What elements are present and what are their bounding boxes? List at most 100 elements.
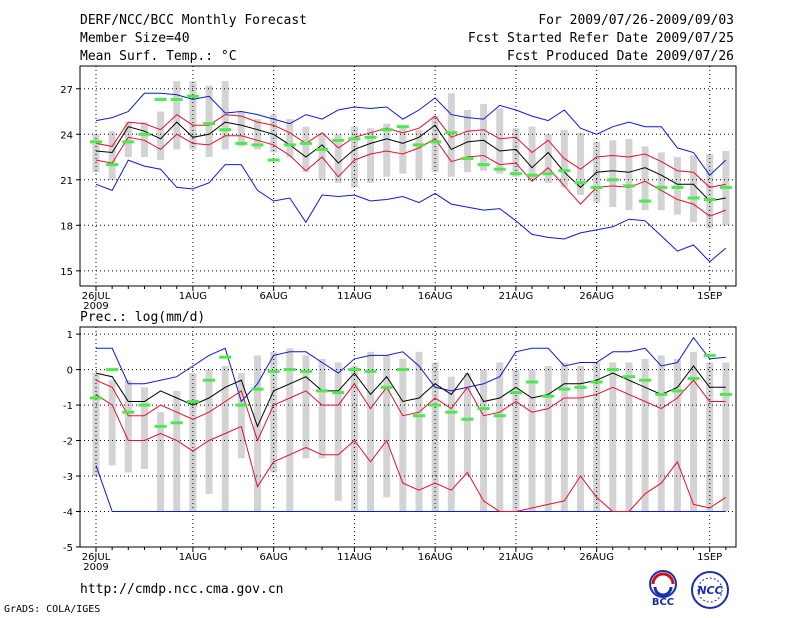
- bcc-logo: BCC: [649, 570, 677, 607]
- x-tick-label: 26AUG: [579, 552, 614, 563]
- mean-marker: [122, 410, 135, 414]
- forecast-started-date: Fcst Started Refer Date 2009/07/25: [467, 31, 734, 46]
- x-tick-label: 21AUG: [499, 291, 534, 302]
- ensemble-box: [496, 108, 504, 174]
- ensemble-box: [92, 134, 100, 173]
- mean-marker: [719, 392, 732, 396]
- ncc-logo-text: NCC: [697, 584, 722, 597]
- x-tick-label: 1AUG: [179, 552, 207, 563]
- x-tick-label: 26JUL: [82, 291, 111, 302]
- forecast-produced-date: Fcst Produced Date 2009/07/26: [507, 49, 734, 64]
- mean-marker: [574, 181, 587, 185]
- mean-marker: [477, 163, 490, 167]
- bcc-logo-text: BCC: [652, 597, 674, 607]
- mean-marker: [283, 368, 296, 372]
- ensemble-box: [350, 126, 358, 188]
- ensemble-box: [544, 366, 552, 512]
- ensemble-box: [431, 116, 439, 173]
- ensemble-box: [447, 93, 455, 177]
- mean-marker: [364, 369, 377, 373]
- y-tick-label: 18: [60, 221, 73, 232]
- mean-marker: [655, 185, 668, 189]
- mean-marker: [558, 387, 571, 391]
- mean-marker: [493, 414, 506, 418]
- y-tick-label: 27: [60, 85, 73, 96]
- mean-marker: [235, 141, 248, 145]
- inner-lower-line: [95, 393, 727, 512]
- ensemble-box: [237, 111, 245, 147]
- mean-marker: [90, 140, 102, 144]
- mean-marker: [574, 385, 587, 389]
- mean-marker: [622, 375, 635, 379]
- mean-marker: [251, 387, 264, 391]
- mean-marker: [445, 410, 458, 414]
- mean-marker: [348, 368, 361, 372]
- mean-marker: [558, 169, 571, 173]
- ensemble-box: [544, 134, 552, 183]
- mean-marker: [154, 97, 167, 101]
- ensemble-box: [254, 119, 261, 150]
- ensemble-box: [496, 362, 504, 512]
- ensemble-box: [124, 380, 132, 473]
- mean-marker: [509, 172, 522, 176]
- ensemble-box: [302, 355, 310, 459]
- mean-marker: [719, 185, 732, 189]
- median-line: [95, 121, 726, 202]
- mean-marker: [203, 378, 216, 382]
- forecast-period: For 2009/07/26-2009/09/03: [538, 13, 734, 28]
- precip-panel-label: Prec.: log(mm/d): [80, 310, 206, 325]
- ensemble-box: [108, 131, 116, 180]
- ensemble-box: [480, 103, 488, 171]
- ensemble-box: [173, 390, 181, 512]
- mean-marker: [622, 184, 635, 188]
- mean-marker: [122, 140, 135, 144]
- mean-marker: [687, 376, 700, 380]
- ensemble-box: [625, 138, 633, 211]
- ensemble-box: [431, 362, 439, 512]
- x-tick-label: 11AUG: [337, 552, 372, 563]
- mean-marker: [445, 131, 458, 135]
- outer-upper-line: [96, 336, 726, 403]
- ensemble-box: [157, 412, 165, 512]
- mean-marker: [639, 378, 652, 382]
- mean-marker: [606, 368, 619, 372]
- source-url[interactable]: http://cmdp.ncc.cma.gov.cn: [80, 582, 284, 597]
- ensemble-box: [383, 355, 391, 498]
- ensemble-box: [641, 358, 649, 512]
- x-tick-label: 11AUG: [337, 291, 372, 302]
- mean-marker: [493, 167, 506, 171]
- mean-marker: [186, 94, 199, 98]
- ensemble-box: [673, 358, 681, 512]
- y-tick-label: 21: [60, 176, 73, 187]
- ensemble-box: [237, 373, 245, 459]
- ensemble-box: [415, 351, 423, 512]
- ensemble-box: [447, 376, 455, 512]
- mean-marker: [461, 417, 474, 421]
- mean-marker: [219, 128, 232, 132]
- y-tick-label: -2: [63, 437, 73, 448]
- mean-marker: [526, 380, 539, 384]
- mean-marker: [542, 394, 555, 398]
- ensemble-box: [124, 122, 132, 158]
- y-tick-label: -1: [63, 401, 73, 412]
- y-tick-label: 0: [67, 366, 73, 377]
- ensemble-box: [205, 85, 213, 158]
- x-tick-label: 1AUG: [179, 291, 207, 302]
- mean-marker: [332, 138, 345, 142]
- mean-marker: [590, 185, 603, 189]
- ensemble-box: [286, 119, 294, 158]
- mean-marker: [655, 392, 668, 396]
- x-tick-label: 1SEP: [697, 291, 722, 302]
- mean-marker: [90, 396, 102, 400]
- ncc-logo: NCC: [691, 571, 729, 609]
- mean-marker: [687, 196, 700, 200]
- x-tick-label: 26AUG: [579, 291, 614, 302]
- ensemble-box: [512, 128, 520, 177]
- mean-marker: [429, 403, 442, 407]
- ensemble-box: [270, 114, 278, 153]
- mean-marker: [235, 403, 248, 407]
- x-tick-label: 21AUG: [499, 552, 534, 563]
- ensemble-box: [221, 81, 229, 150]
- plot-frame: [79, 326, 737, 548]
